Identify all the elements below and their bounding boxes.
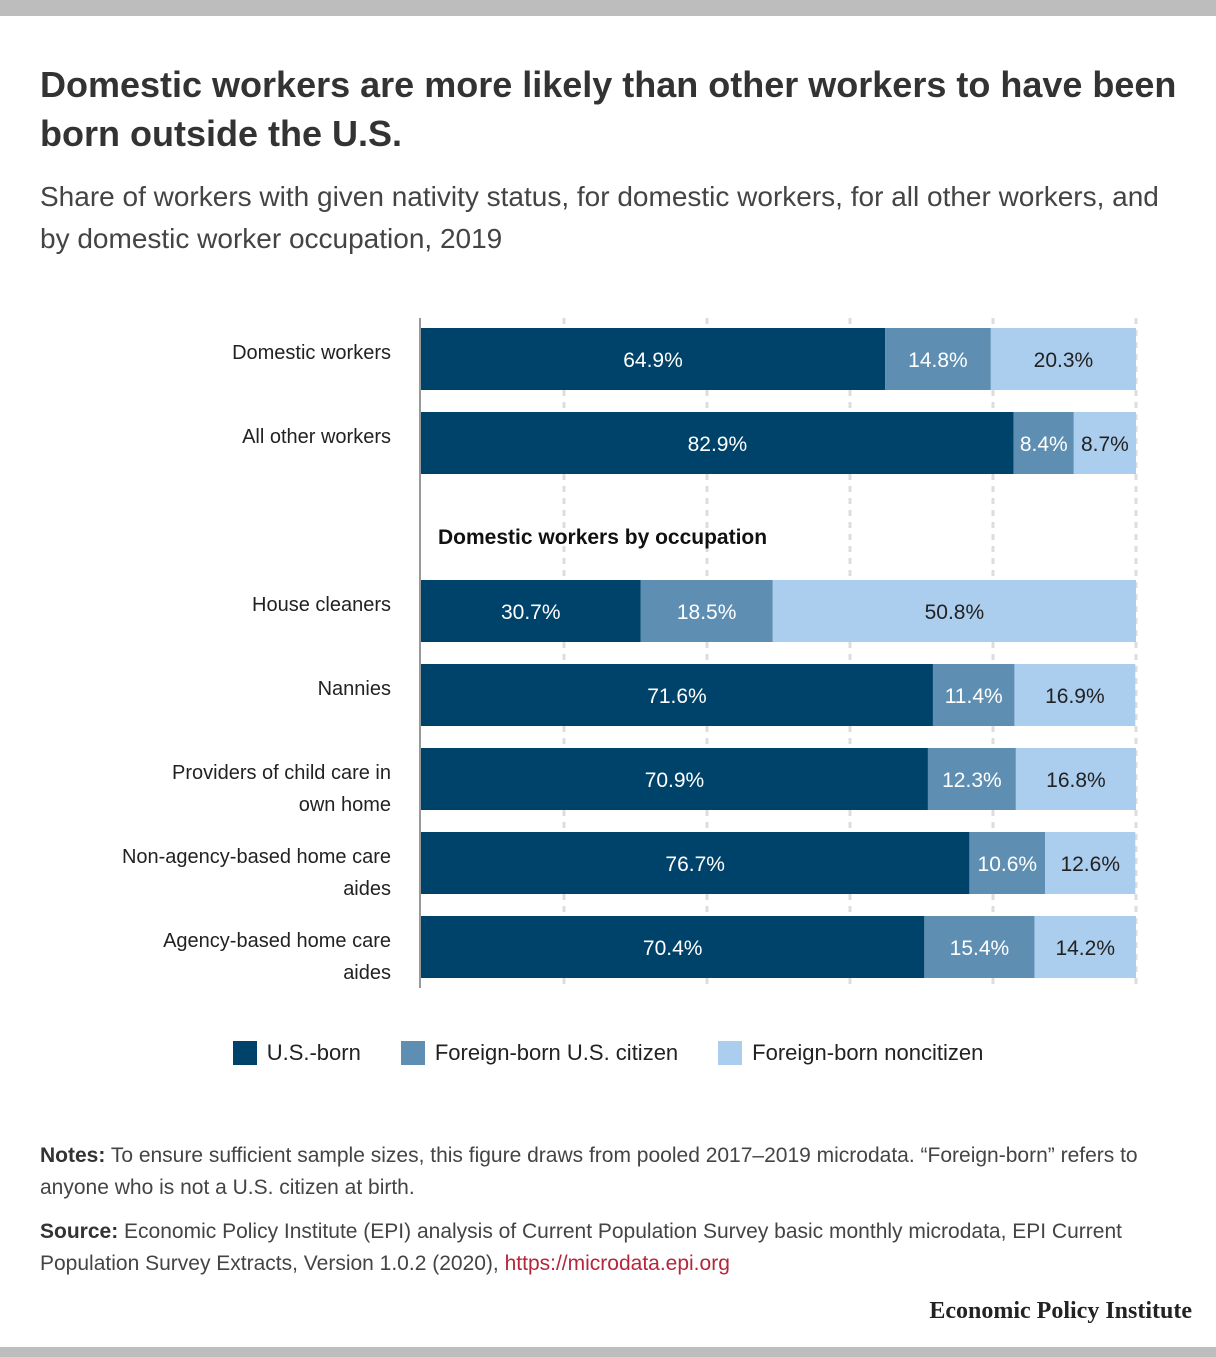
source-label: Source: (40, 1220, 119, 1243)
data-label: 70.9% (645, 769, 705, 792)
legend-item-foreign-born-noncitizen: Foreign-born noncitizen (718, 1040, 983, 1066)
bar-segment (640, 580, 773, 642)
bar-segment (1015, 748, 1136, 810)
bar-segment (924, 916, 1035, 978)
legend-label-foreign-born-citizen: Foreign-born U.S. citizen (434, 1040, 679, 1065)
data-label: 12.3% (942, 769, 1002, 792)
legend-swatch-foreign-born-citizen (400, 1041, 425, 1065)
bar-segment (932, 664, 1015, 726)
data-label: 14.2% (1055, 937, 1115, 960)
legend-label-us-born: U.S.-born (266, 1040, 361, 1065)
data-label: 20.3% (1034, 349, 1094, 372)
bar-segment (1045, 832, 1136, 894)
legend-item-foreign-born-citizen: Foreign-born U.S. citizen (400, 1040, 679, 1066)
bottom-rule (0, 1347, 1216, 1357)
top-rule (0, 0, 1216, 16)
bar-segment (421, 748, 928, 810)
data-label: 82.9% (688, 433, 748, 456)
source-text: Economic Policy Institute (EPI) analysis… (40, 1220, 1122, 1275)
data-label: 18.5% (677, 601, 737, 624)
bar-segment (421, 916, 925, 978)
bar-segment (1013, 412, 1074, 474)
stacked-bar-chart: Domestic workers 64.9% 14.8% 20.3% All other… (122, 318, 1138, 988)
chart-title: Domestic workers are more likely than ot… (40, 64, 1177, 154)
category-label: Agency-based home care aides (163, 930, 391, 984)
notes-text: To ensure sufficient sample sizes, this … (40, 1144, 1138, 1199)
legend-item-us-born: U.S.-born (232, 1040, 361, 1066)
legend-swatch-us-born (232, 1041, 257, 1065)
data-label: 8.4% (1020, 433, 1068, 456)
bar-segment (1073, 412, 1136, 474)
data-label: 76.7% (665, 853, 725, 876)
bar-segment (990, 328, 1136, 390)
category-label: Non-agency-based home care aides (122, 846, 391, 900)
bar-segment (927, 748, 1016, 810)
category-label: Domestic workers (232, 342, 391, 364)
data-label: 71.6% (647, 685, 707, 708)
brand-logo: Economic Policy Institute (929, 1298, 1192, 1324)
bar-segment (421, 832, 970, 894)
data-label: 15.4% (950, 937, 1010, 960)
data-label: 30.7% (501, 601, 561, 624)
bar-segment (421, 664, 933, 726)
bar-segment (1034, 916, 1136, 978)
bar-segment (885, 328, 991, 390)
bar-segment (421, 580, 641, 642)
data-label: 14.8% (908, 349, 968, 372)
data-label: 16.9% (1045, 685, 1105, 708)
data-label: 70.4% (643, 937, 703, 960)
section-label: Domestic workers by occupation (438, 526, 767, 549)
category-label: Providers of child care in own home (172, 762, 391, 816)
notes: Notes: To ensure sufficient sample sizes… (40, 1140, 1170, 1204)
legend: U.S.-born Foreign-born U.S. citizen Fore… (0, 1040, 1216, 1066)
data-label: 11.4% (945, 685, 1003, 708)
category-label: Nannies (318, 678, 391, 700)
chart-subtitle: Share of workers with given nativity sta… (40, 181, 1159, 254)
data-label: 50.8% (925, 601, 985, 624)
data-label: 12.6% (1060, 853, 1120, 876)
legend-swatch-foreign-born-noncitizen (718, 1041, 743, 1065)
category-label: House cleaners (252, 594, 391, 616)
notes-label: Notes: (40, 1144, 106, 1167)
data-label: 64.9% (623, 349, 683, 372)
data-label: 8.7% (1081, 433, 1129, 456)
legend-label-foreign-born-noncitizen: Foreign-born noncitizen (752, 1040, 984, 1065)
bar-segment (1014, 664, 1136, 726)
data-label: 10.6% (978, 853, 1038, 876)
bar-segment (772, 580, 1136, 642)
bar-segment (969, 832, 1046, 894)
category-label: All other workers (242, 426, 391, 448)
source: Source: Economic Policy Institute (EPI) … (40, 1216, 1180, 1280)
data-label: 16.8% (1046, 769, 1106, 792)
bar-segment (421, 328, 886, 390)
source-link[interactable]: https://microdata.epi.org (504, 1252, 730, 1275)
bar-segment (421, 412, 1014, 474)
